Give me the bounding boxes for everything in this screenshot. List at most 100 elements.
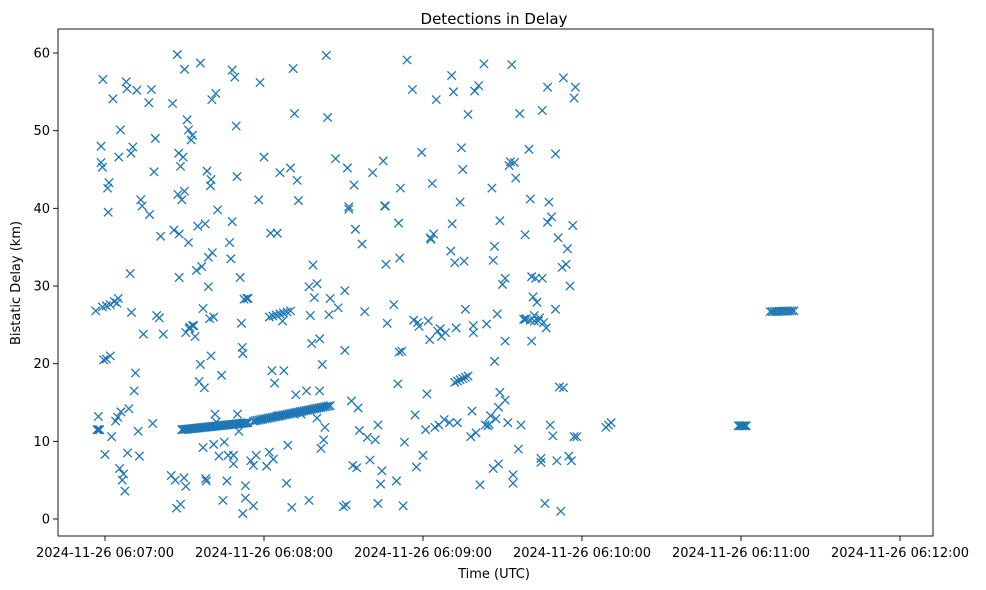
data-point-marker: [122, 84, 132, 94]
data-point-marker: [493, 459, 504, 469]
data-point-marker: [173, 189, 183, 200]
data-point-marker: [269, 412, 279, 422]
data-point-marker: [492, 309, 502, 319]
data-point-marker: [228, 450, 239, 460]
data-point-marker: [402, 55, 412, 65]
data-point-marker: [487, 183, 497, 193]
data-point-marker: [500, 336, 510, 346]
data-point-marker: [340, 286, 350, 296]
data-point-marker: [558, 383, 569, 393]
data-point-marker: [407, 84, 418, 95]
data-point-marker: [243, 293, 253, 304]
data-point-marker: [537, 273, 547, 283]
data-point-marker: [541, 323, 551, 333]
data-point-marker: [241, 418, 252, 428]
data-point-marker: [301, 386, 312, 396]
data-point-marker: [529, 316, 539, 326]
data-point-marker: [511, 173, 521, 183]
data-point-marker: [362, 432, 373, 443]
data-point-marker: [308, 260, 318, 270]
data-point-marker: [532, 297, 542, 307]
data-point-marker: [316, 402, 326, 413]
data-point-marker: [450, 258, 460, 268]
data-point-marker: [500, 273, 510, 283]
y-tick-label: 10: [33, 435, 50, 450]
data-point-marker: [330, 153, 341, 164]
data-point-marker: [128, 142, 138, 152]
data-point-marker: [785, 306, 795, 316]
data-point-marker: [202, 166, 212, 176]
data-point-marker: [503, 418, 513, 428]
data-point-marker: [299, 406, 309, 416]
data-point-marker: [566, 456, 577, 466]
data-point-marker: [232, 409, 243, 419]
data-point-marker: [411, 462, 422, 472]
data-point-marker: [105, 351, 115, 361]
data-point-marker: [271, 411, 281, 422]
y-tick-label: 50: [33, 124, 50, 139]
data-point-marker: [235, 272, 245, 283]
data-point-marker: [265, 228, 276, 238]
data-point-marker: [199, 383, 210, 393]
data-point-marker: [322, 112, 333, 123]
data-point-marker: [190, 331, 200, 342]
data-point-marker: [312, 403, 322, 413]
data-point-marker: [208, 439, 219, 450]
data-point-marker: [274, 411, 285, 421]
data-point-marker: [114, 152, 124, 162]
data-point-marker: [226, 254, 236, 264]
data-point-marker: [155, 231, 166, 241]
x-tick-label: 2024-11-26 06:10:00: [513, 546, 651, 561]
data-point-marker: [289, 108, 300, 119]
data-point-marker: [310, 403, 320, 414]
data-point-marker: [108, 94, 118, 104]
data-point-marker: [255, 77, 265, 88]
data-point-marker: [276, 410, 287, 421]
data-point-marker: [475, 480, 485, 490]
data-point-marker: [456, 143, 467, 153]
data-point-marker: [129, 386, 139, 396]
data-point-marker: [137, 201, 147, 211]
data-point-marker: [259, 414, 270, 424]
data-point-marker: [284, 409, 294, 419]
data-point-marker: [542, 217, 553, 227]
data-point-marker: [485, 411, 496, 421]
data-point-marker: [278, 308, 289, 318]
data-point-marker: [203, 282, 214, 292]
data-point-marker: [395, 253, 405, 263]
data-point-marker: [187, 130, 198, 140]
data-point-marker: [197, 261, 207, 272]
data-point-marker: [267, 412, 277, 423]
data-point-marker: [224, 237, 235, 248]
data-point-marker: [325, 400, 335, 411]
data-point-marker: [228, 459, 239, 469]
data-point-marker: [463, 109, 473, 120]
data-point-marker: [428, 229, 439, 239]
data-point-marker: [177, 195, 187, 205]
data-point-marker: [98, 74, 108, 85]
data-point-marker: [394, 347, 404, 357]
data-point-marker: [312, 413, 322, 423]
y-tick-label: 0: [42, 513, 50, 528]
data-point-marker: [377, 466, 387, 476]
data-point-marker: [558, 73, 569, 83]
data-point-marker: [93, 411, 104, 422]
data-point-marker: [536, 457, 546, 467]
data-point-marker: [264, 312, 274, 322]
data-point-marker: [399, 437, 410, 447]
data-point-marker: [242, 293, 252, 304]
data-point-marker: [206, 351, 216, 361]
data-point-marker: [285, 306, 296, 316]
data-point-marker: [307, 338, 317, 349]
data-point-marker: [489, 356, 500, 366]
data-point-marker: [319, 402, 330, 412]
data-point-marker: [357, 239, 367, 249]
data-point-marker: [423, 316, 433, 326]
data-point-marker: [193, 221, 203, 231]
data-point-marker: [293, 407, 304, 417]
data-point-marker: [444, 418, 455, 428]
data-point-marker: [468, 327, 479, 338]
x-tick-label: 2024-11-26 06:08:00: [195, 546, 333, 561]
data-point-marker: [484, 419, 494, 429]
data-point-marker: [291, 390, 301, 400]
